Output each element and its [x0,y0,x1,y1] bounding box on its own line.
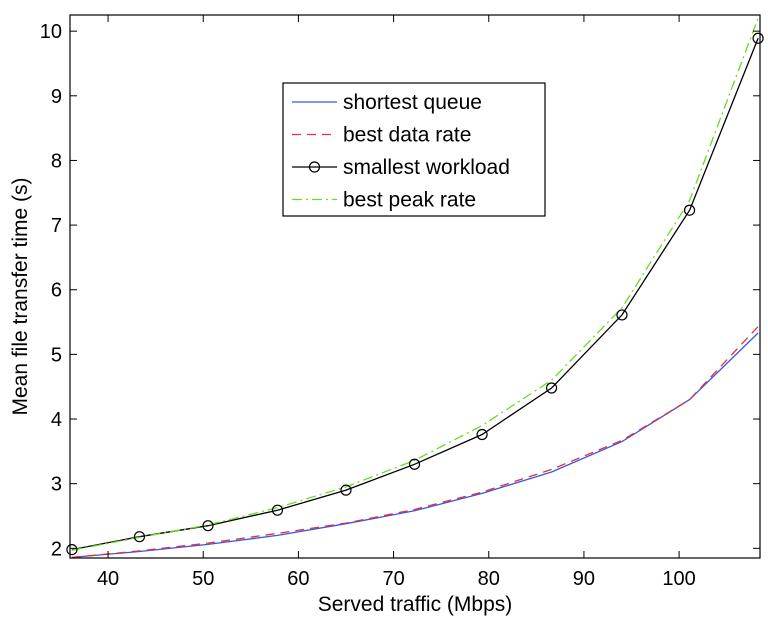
data-point-smallest-workload [133,531,146,543]
y-tick-label: 10 [40,21,62,43]
x-tick-label: 70 [382,568,404,590]
x-tick-label: 80 [478,568,500,590]
data-point-smallest-workload [545,382,558,394]
data-point-smallest-workload [202,520,214,532]
data-point-smallest-workload [476,428,488,441]
y-axis-ticks: 2 3 4 5 6 7 8 9 10 [40,21,760,560]
y-tick-label: 6 [51,280,62,302]
legend-label-best-data-rate: best data rate [343,124,471,147]
data-point-smallest-workload [340,484,352,496]
plot-lines [71,17,759,559]
data-point-smallest-workload [683,204,696,216]
y-axis-title: Mean file transfer time (s) [9,177,32,415]
data-point-smallest-workload [408,458,421,470]
series-line-best-data-rate [71,326,759,559]
y-tick-label: 3 [51,474,62,496]
legend-marker-smallest-workload [308,161,321,173]
y-tick-label: 7 [51,215,62,237]
x-tick-label: 40 [97,568,119,590]
y-tick-label: 4 [51,409,62,431]
x-tick-label: 60 [287,568,309,590]
x-tick-label: 90 [573,568,595,590]
data-point-smallest-workload [616,309,628,321]
series-line-shortest-queue [71,332,759,559]
x-axis-ticks: 40 50 60 70 80 90 100 [97,15,696,590]
series-line-best-peak-rate [71,17,759,551]
x-axis-title: Served traffic (Mbps) [318,593,513,616]
x-tick-label: 100 [662,568,695,590]
data-point-smallest-workload [66,543,78,556]
legend-label-shortest-queue: shortest queue [343,91,482,114]
data-point-smallest-workload [752,32,764,44]
y-tick-label: 2 [51,538,62,560]
y-tick-label: 5 [51,344,62,366]
legend: shortest queue best data rate smallest wor… [282,82,546,217]
y-tick-label: 9 [51,86,62,108]
legend-box [282,82,546,217]
y-tick-label: 8 [51,150,62,172]
plot-frame [69,14,761,559]
data-point-smallest-workload [271,504,284,516]
plot-markers [66,32,764,556]
x-tick-label: 50 [192,568,214,590]
legend-label-smallest-workload: smallest workload [343,156,510,179]
legend-label-best-peak-rate: best peak rate [343,189,476,212]
